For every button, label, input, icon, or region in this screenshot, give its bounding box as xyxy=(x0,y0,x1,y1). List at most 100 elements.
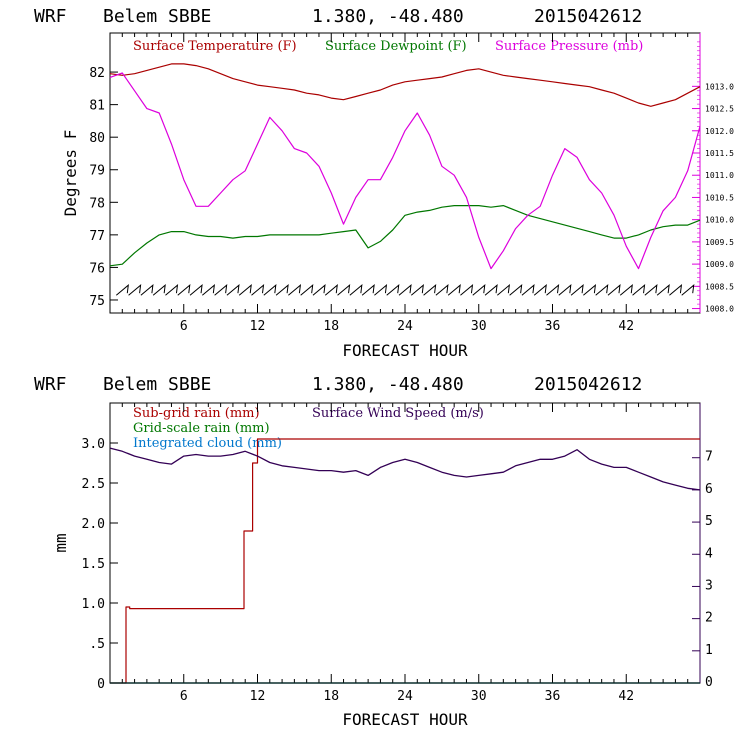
y2-tick-label: 1009.0 xyxy=(705,260,734,269)
top-chart: WRF Belem SBBE 1.380, -48.480 2015042612… xyxy=(34,6,734,360)
legend-subgrid-rain: Sub-grid rain (mm) xyxy=(133,406,260,421)
top-header-station: Belem SBBE xyxy=(103,6,211,27)
top-header-coords: 1.380, -48.480 xyxy=(312,6,464,27)
top-header-init: 2015042612 xyxy=(534,6,642,27)
wind-barb xyxy=(251,284,265,296)
series-line-0 xyxy=(110,438,700,684)
bottom-series xyxy=(109,438,701,684)
wind-barb xyxy=(202,284,215,296)
wind-barb xyxy=(374,284,388,296)
series-line-3 xyxy=(109,447,701,491)
y-tick-label: 80 xyxy=(89,131,105,146)
series-line-2 xyxy=(109,72,701,270)
wind-barb xyxy=(263,284,277,296)
bottom-chart: WRF Belem SBBE 1.380, -48.480 2015042612… xyxy=(34,374,713,729)
y-tick-label: .5 xyxy=(89,637,105,652)
y2-tick-label: 1010.0 xyxy=(705,216,734,225)
wind-barb xyxy=(681,284,695,296)
x-tick-label: 6 xyxy=(180,319,188,334)
y2-tick-label: 0 xyxy=(705,675,713,690)
wind-barb xyxy=(275,284,289,296)
wind-barb xyxy=(632,284,646,296)
y2-tick-label: 1012.0 xyxy=(705,127,734,136)
wind-barb xyxy=(546,284,560,296)
x-tick-label: 42 xyxy=(618,319,634,334)
top-header-model: WRF xyxy=(34,6,67,27)
x-tick-label: 24 xyxy=(397,689,413,704)
wind-barb xyxy=(497,284,510,296)
wind-barb xyxy=(177,284,191,296)
y2-tick-label: 4 xyxy=(705,546,713,561)
y-tick-label: 1.0 xyxy=(82,597,105,612)
x-tick-label: 36 xyxy=(545,319,561,334)
legend-gridscale-rain: Grid-scale rain (mm) xyxy=(133,421,270,436)
bottom-xlabel: FORECAST HOUR xyxy=(342,710,468,729)
y-tick-label: 0 xyxy=(97,677,105,692)
bottom-header-init: 2015042612 xyxy=(534,374,642,395)
legend-surface-dewpoint: Surface Dewpoint (F) xyxy=(325,39,467,54)
y2-tick-label: 1 xyxy=(705,643,713,658)
wind-barb xyxy=(656,284,670,296)
wind-barb xyxy=(324,284,338,296)
top-y-ticks: 75 76 77 78 79 80 81 82 xyxy=(89,66,118,309)
wind-barb xyxy=(472,284,486,296)
wind-barb xyxy=(140,284,154,296)
y-tick-label: 77 xyxy=(89,229,105,244)
y2-tick-label: 5 xyxy=(705,514,713,529)
wind-barb xyxy=(312,284,326,296)
wind-barb xyxy=(607,284,621,296)
legend-surface-pressure: Surface Pressure (mb) xyxy=(495,39,643,54)
wind-barb xyxy=(558,284,572,296)
x-tick-label: 30 xyxy=(471,319,487,334)
x-tick-label: 42 xyxy=(618,689,634,704)
top-series xyxy=(109,63,701,314)
wind-barb xyxy=(595,284,609,296)
y2-tick-label: 6 xyxy=(705,482,713,497)
wind-barb xyxy=(509,284,523,296)
top-plot-frame xyxy=(109,32,701,314)
bottom-x-ticks: 6 12 18 24 30 36 42 xyxy=(121,403,689,704)
y2-tick-label: 3 xyxy=(705,578,713,593)
wind-barb xyxy=(435,284,449,296)
y-tick-label: 3.0 xyxy=(82,437,105,452)
y2-tick-label: 1010.5 xyxy=(705,193,734,202)
y2-tick-label: 1009.5 xyxy=(705,238,734,247)
x-tick-label: 12 xyxy=(250,689,266,704)
legend-surface-wind-speed: Surface Wind Speed (m/s) xyxy=(312,406,484,421)
top-x-ticks: 6 12 18 24 30 36 42 xyxy=(121,33,689,334)
x-tick-label: 18 xyxy=(323,689,339,704)
wind-barb xyxy=(288,284,302,296)
wind-barb xyxy=(619,284,633,296)
y-tick-label: 2.5 xyxy=(82,477,105,492)
wind-barb xyxy=(583,284,597,296)
wind-barb xyxy=(386,284,400,296)
wind-barb xyxy=(189,284,203,296)
x-tick-label: 12 xyxy=(250,319,266,334)
y-tick-label: 1.5 xyxy=(82,557,105,572)
wind-barb xyxy=(337,284,351,296)
series-line-0 xyxy=(109,63,701,107)
wind-barb xyxy=(570,284,584,296)
bottom-y2-ticks: 0 1 2 3 4 5 6 7 xyxy=(692,450,713,690)
wind-barb xyxy=(300,284,314,296)
legend-integrated-cloud: Integrated cloud (mm) xyxy=(133,436,282,451)
top-xlabel: FORECAST HOUR xyxy=(342,341,468,360)
y2-tick-label: 1012.5 xyxy=(705,105,734,114)
y2-tick-label: 1008.5 xyxy=(705,282,734,291)
y-tick-label: 81 xyxy=(89,99,105,114)
wind-barb xyxy=(238,284,252,296)
series-line-1 xyxy=(109,205,701,267)
bottom-header-model: WRF xyxy=(34,374,67,395)
y2-tick-label: 1011.0 xyxy=(705,171,734,180)
y-tick-label: 79 xyxy=(89,164,105,179)
wind-barb xyxy=(521,284,535,296)
top-ylabel: Degrees F xyxy=(61,130,80,217)
wind-barb xyxy=(152,284,166,296)
x-tick-label: 18 xyxy=(323,319,339,334)
y2-tick-label: 7 xyxy=(705,450,713,465)
y-tick-label: 82 xyxy=(89,66,105,81)
wind-barb xyxy=(361,284,375,296)
wind-barb xyxy=(214,284,228,296)
x-tick-label: 24 xyxy=(397,319,413,334)
